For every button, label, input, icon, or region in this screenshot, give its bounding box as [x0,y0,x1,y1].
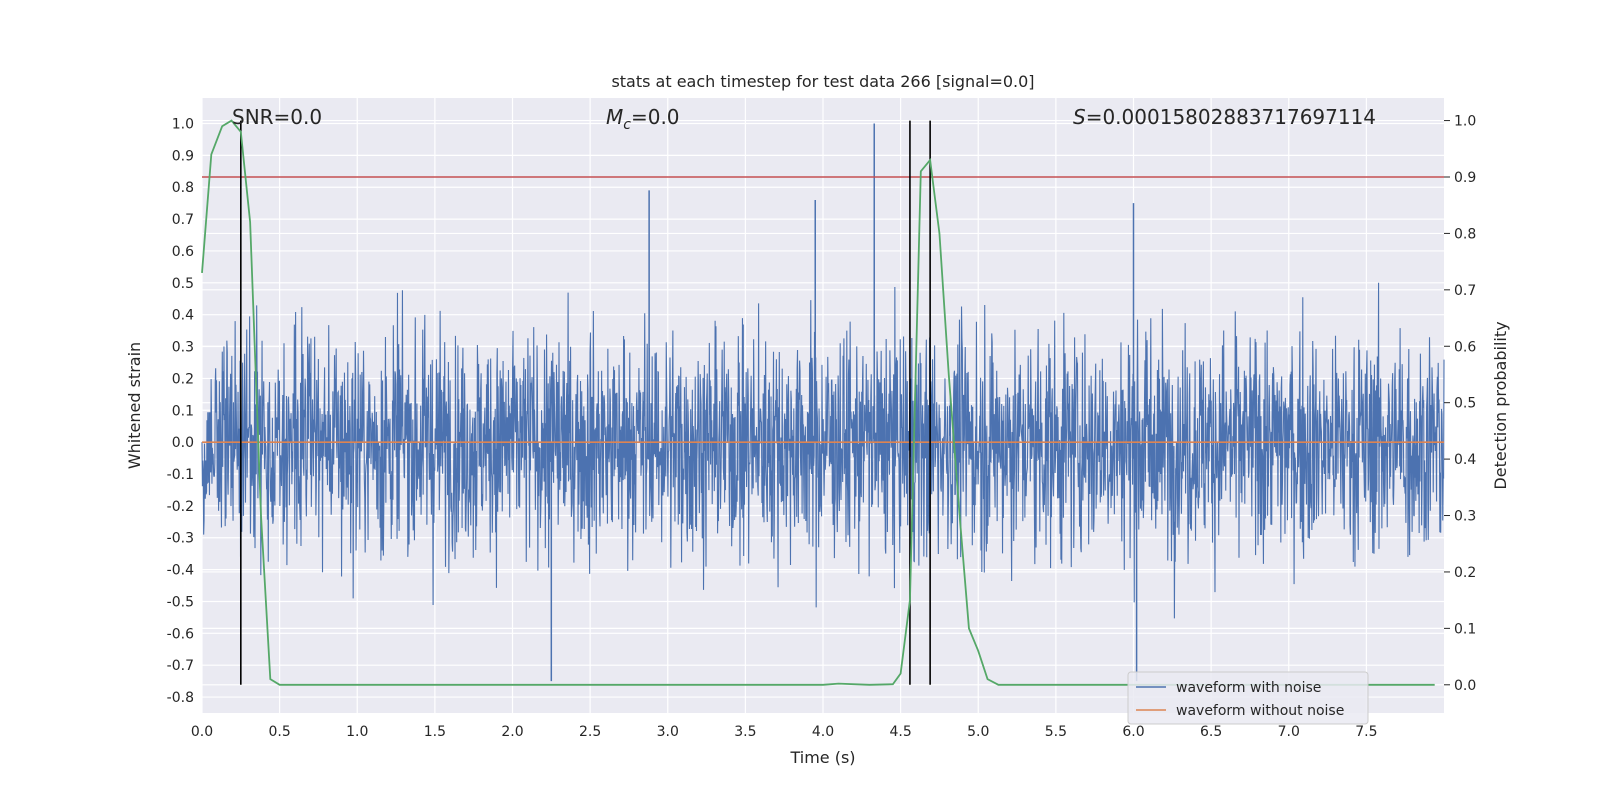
statistic-annotation: S=0.00015802883717697114 [1073,105,1376,129]
x-tick-label: 1.0 [346,724,368,740]
left-y-tick-label: 0.2 [172,371,194,387]
x-tick-label: 2.0 [501,724,523,740]
series-layer [201,119,1444,686]
statistic-symbol: S [1073,105,1086,129]
right-y-tick-label: 0.4 [1454,452,1476,468]
x-tick-label: 1.5 [424,724,446,740]
x-tick-label: 4.0 [812,724,834,740]
grid-lines [201,98,1444,713]
snr-annotation: SNR=0.0 [232,105,322,129]
legend-entry-clean: waveform without noise [1176,703,1344,719]
left-y-tick-label: 1.0 [172,116,194,132]
chirp-mass-subscript: c [623,117,631,133]
legend: waveform with noise waveform without noi… [1127,671,1369,725]
x-tick-label: 6.0 [1122,724,1144,740]
right-y-tick-label: 0.1 [1454,621,1476,637]
right-y-tick-label: 0.2 [1454,565,1476,581]
right-y-tick-label: 0.8 [1454,226,1476,242]
left-y-tick-label: 0.3 [172,340,194,356]
right-y-tick-label: 0.5 [1454,396,1476,412]
left-y-tick-label: 0.5 [172,276,194,292]
noisy-waveform-line [201,282,1445,619]
x-tick-label: 3.5 [734,724,756,740]
x-axis-label: Time (s) [789,748,855,767]
left-y-tick-label: -0.3 [167,531,194,547]
x-tick-label: 5.5 [1045,724,1067,740]
chart-title: stats at each timestep for test data 266… [611,72,1034,91]
left-y-tick-label: -0.4 [167,563,194,579]
right-y-tick-label: 0.9 [1454,170,1476,186]
x-tick-label: 0.5 [268,724,290,740]
left-y-tick-label: -0.5 [167,594,194,610]
left-y-tick-label: -0.6 [167,626,194,642]
right-y-tick-label: 0.0 [1454,678,1476,694]
x-tick-label: 7.0 [1278,724,1300,740]
left-y-tick-label: 0.9 [172,148,194,164]
left-y-tick-label: -0.8 [167,690,194,706]
x-tick-label: 5.0 [967,724,989,740]
chirp-mass-symbol: M [606,105,623,129]
right-y-tick-label: 0.6 [1454,339,1476,355]
legend-box [1127,671,1369,725]
left-y-tick-label: 0.4 [172,308,194,324]
x-tick-label: 4.5 [889,724,911,740]
x-tick-label: 7.5 [1355,724,1377,740]
detection-probability-line [201,119,1435,686]
right-y-tick-label: 0.3 [1454,509,1476,525]
chirp-mass-value: =0.0 [631,105,680,129]
left-y-tick-label: 0.6 [172,244,194,260]
left-y-tick-label: 0.0 [172,435,194,451]
right-y-axis-label: Detection probability [1491,321,1510,489]
x-tick-label: 6.5 [1200,724,1222,740]
left-y-axis-label: Whitened strain [125,342,144,469]
right-y-tick-label: 0.7 [1454,283,1476,299]
x-tick-label: 2.5 [579,724,601,740]
left-y-tick-label: 0.8 [172,180,194,196]
x-tick-label: 3.0 [657,724,679,740]
left-y-tick-label: -0.7 [167,658,194,674]
left-y-tick-label: 0.7 [172,212,194,228]
left-y-tick-label: -0.1 [167,467,194,483]
legend-entry-noise: waveform with noise [1176,680,1321,696]
left-y-tick-label: 0.1 [172,403,194,419]
left-y-tick-label: -0.2 [167,499,194,515]
x-tick-label: 0.0 [191,724,213,740]
ticks-layer: 0.0 0.5 1.0 1.5 2.0 2.5 3.0 3.5 4.0 4.5 5.0 5.5 6.0 6… [167,114,1477,740]
right-y-tick-label: 1.0 [1454,114,1476,130]
chirp-mass-annotation: Mc=0.0 [606,105,680,133]
statistic-value: =0.00015802883717697114 [1086,105,1376,129]
